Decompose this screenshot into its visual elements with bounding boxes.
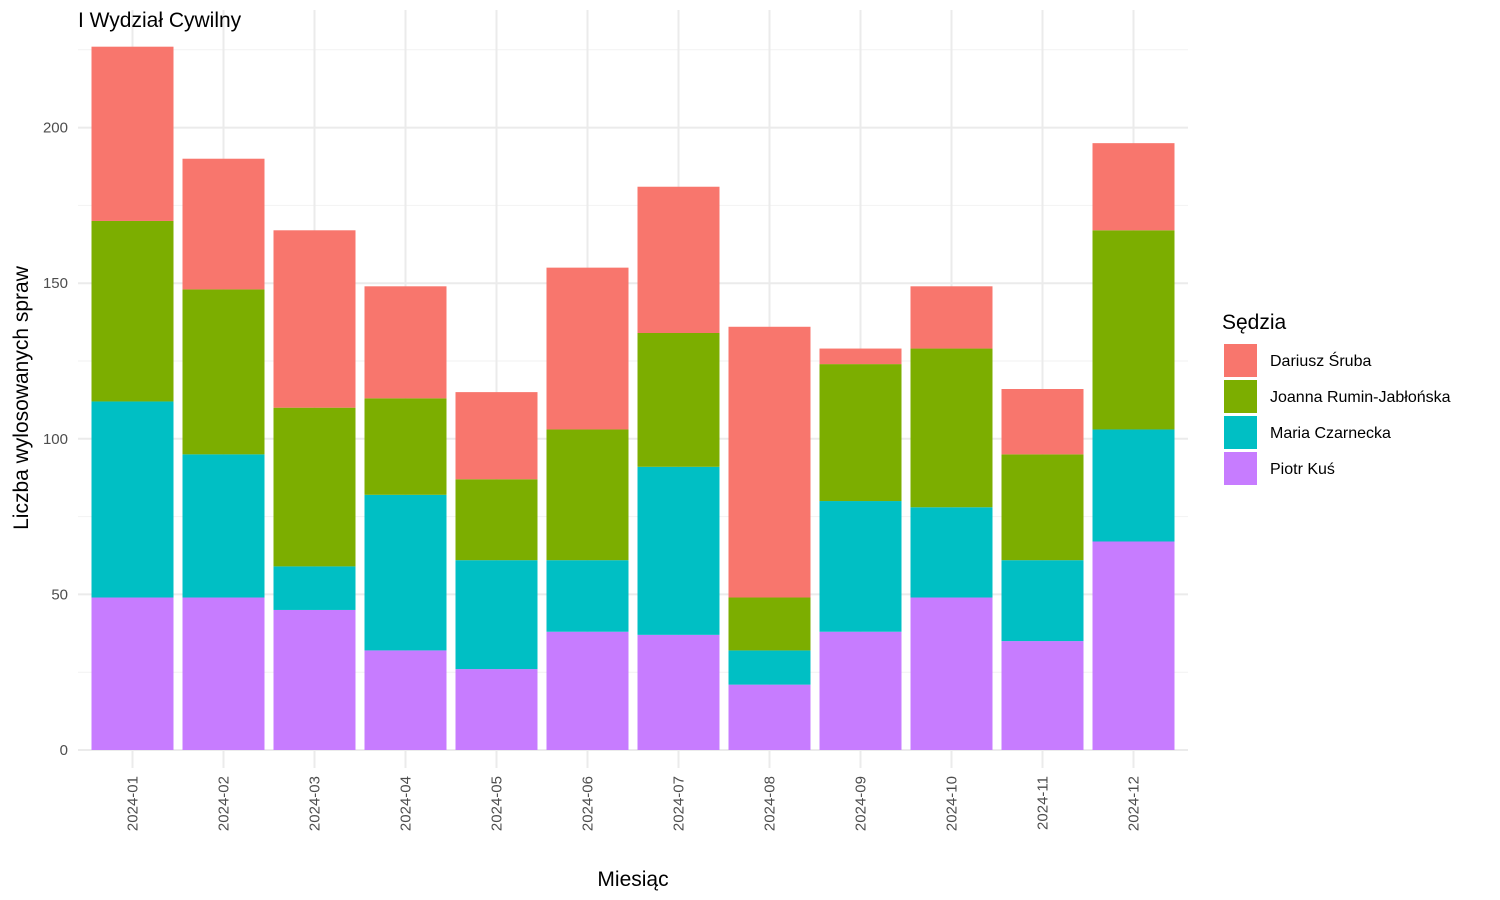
bar-segment xyxy=(910,507,993,598)
x-tick-label: 2024-12 xyxy=(1126,776,1143,831)
bar-segment xyxy=(182,289,265,455)
chart-title: I Wydział Cywilny xyxy=(78,9,242,32)
x-tick-label: 2024-11 xyxy=(1035,776,1052,830)
bar-segment xyxy=(637,634,720,750)
bar-segment xyxy=(273,230,356,408)
bar-segment xyxy=(910,597,993,750)
y-tick-label: 150 xyxy=(43,275,68,292)
bar-segment xyxy=(364,398,447,495)
bar-segment xyxy=(273,566,356,610)
bar-segment xyxy=(455,560,538,670)
x-tick-label: 2024-03 xyxy=(307,776,324,831)
legend-label: Dariusz Śruba xyxy=(1270,351,1371,370)
bar-segment xyxy=(455,479,538,561)
bar-segment xyxy=(1092,230,1175,430)
legend-key xyxy=(1224,452,1257,485)
x-tick-label: 2024-05 xyxy=(489,776,506,831)
bar-segment xyxy=(1001,641,1084,750)
bar-segment xyxy=(910,348,993,508)
bar-segment xyxy=(728,326,811,598)
bar-segment xyxy=(1001,560,1084,642)
bar-segment xyxy=(910,286,993,349)
bar-segment xyxy=(637,186,720,333)
y-tick-label: 200 xyxy=(43,120,68,137)
x-tick-label: 2024-10 xyxy=(944,776,961,831)
y-tick-label: 50 xyxy=(51,586,68,603)
y-tick-label: 0 xyxy=(60,742,68,759)
bar-segment xyxy=(546,429,629,561)
legend-title: Sędzia xyxy=(1222,311,1287,334)
x-tick-label: 2024-06 xyxy=(580,776,597,831)
legend-key xyxy=(1224,344,1257,377)
bar-segment xyxy=(637,466,720,635)
bar-segment xyxy=(819,348,902,365)
x-axis-title: Miesiąc xyxy=(597,868,668,891)
bar-segment xyxy=(546,560,629,632)
x-axis-ticks: 2024-01 2024-02 2024-03 2024-04 2024-05 2024-… xyxy=(125,776,1143,831)
bars xyxy=(91,46,1175,750)
bar-segment xyxy=(819,501,902,632)
bar-segment xyxy=(182,597,265,750)
bar-segment xyxy=(273,407,356,567)
bar-segment xyxy=(91,46,174,221)
bar-segment xyxy=(1092,143,1175,231)
bar-segment xyxy=(182,158,265,290)
bar-segment xyxy=(728,597,811,651)
x-tick-label: 2024-07 xyxy=(671,776,688,831)
bar-segment xyxy=(455,669,538,750)
bar-segment xyxy=(728,684,811,750)
bar-segment xyxy=(364,494,447,651)
bar-segment xyxy=(546,631,629,750)
bar-segment xyxy=(819,631,902,750)
bar-segment xyxy=(91,597,174,750)
x-tick-label: 2024-02 xyxy=(216,776,233,831)
bar-segment xyxy=(1092,429,1175,542)
x-tick-label: 2024-01 xyxy=(125,776,142,831)
bar-segment xyxy=(819,364,902,502)
bar-segment xyxy=(91,401,174,598)
bar-segment xyxy=(728,650,811,685)
bar-segment xyxy=(364,286,447,399)
bar-segment xyxy=(1092,541,1175,750)
y-axis-title: Liczba wylosowanych spraw xyxy=(10,265,33,530)
legend-label: Joanna Rumin-Jabłońska xyxy=(1270,389,1451,406)
x-tick-label: 2024-04 xyxy=(398,776,415,831)
bar-segment xyxy=(273,609,356,750)
legend-label: Maria Czarnecka xyxy=(1270,425,1391,442)
bar-segment xyxy=(1001,389,1084,455)
bar-segment xyxy=(182,454,265,598)
y-tick-label: 100 xyxy=(43,431,68,448)
legend: Sędzia Dariusz Śruba Joanna Rumin-Jabłońs… xyxy=(1222,311,1451,485)
legend-key xyxy=(1224,380,1257,413)
legend-key xyxy=(1224,416,1257,449)
x-tick-label: 2024-08 xyxy=(762,776,779,831)
bar-segment xyxy=(637,332,720,467)
legend-label: Piotr Kuś xyxy=(1270,461,1335,478)
y-axis-ticks: 0 50 100 150 200 xyxy=(43,120,68,759)
bar-segment xyxy=(455,392,538,480)
bar-segment xyxy=(364,650,447,750)
bar-segment xyxy=(546,267,629,430)
bar-segment xyxy=(91,220,174,402)
bar-segment xyxy=(1001,454,1084,561)
x-tick-label: 2024-09 xyxy=(853,776,870,831)
